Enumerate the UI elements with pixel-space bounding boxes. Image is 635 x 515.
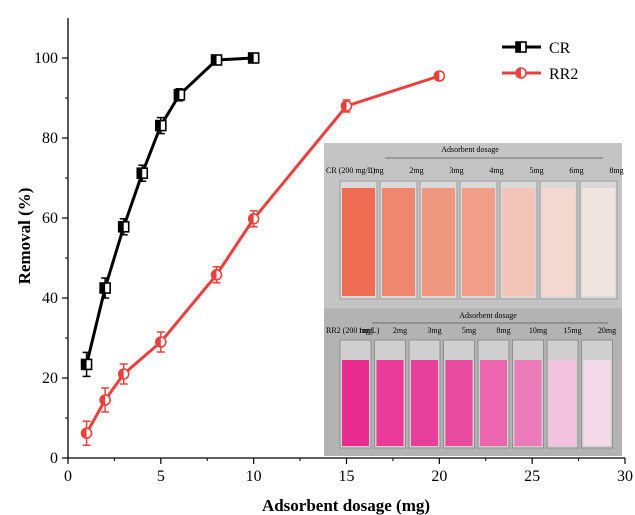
data-point [340, 100, 353, 112]
data-point [117, 368, 130, 380]
photo-top-dose-label: 3mg [449, 166, 463, 175]
marker-fill [341, 101, 347, 111]
marker-fill [137, 168, 143, 179]
marker-fill [174, 89, 180, 100]
x-tick-label: 15 [339, 468, 355, 485]
marker-fill [434, 71, 440, 81]
data-point [433, 70, 446, 82]
axes: 0 5 10 15 20 25 30 0 20 40 60 80 100 [34, 18, 633, 485]
vial-liquid [583, 360, 611, 446]
marker-fill [100, 283, 106, 293]
photo-bottom-dose-label: 2mg [393, 326, 407, 335]
y-axis-title: Removal (%) [15, 188, 34, 285]
x-tick-label: 20 [431, 468, 447, 485]
photo-bottom-dose-label: 20mg [598, 326, 616, 335]
y-tick-label: 60 [42, 210, 58, 227]
data-point [155, 336, 167, 348]
legend-label: CR [549, 40, 571, 57]
marker-fill [248, 53, 254, 63]
photo-bottom-dose-label: 1mg [358, 326, 372, 335]
data-point [515, 67, 527, 79]
y-tick-label: 40 [42, 290, 58, 307]
series-layer [80, 52, 446, 446]
vial-liquid [549, 360, 576, 446]
photo-top-dose-label: 2mg [409, 166, 423, 175]
marker-fill [211, 55, 217, 65]
photo-bottom-dose-label: 15mg [563, 326, 581, 335]
legend: CR RR2 [502, 40, 578, 83]
series-cr [80, 52, 260, 378]
x-tick-label: 25 [524, 468, 540, 485]
vial-liquid [582, 188, 615, 296]
photo-top-dose-label: 1mg [369, 166, 383, 175]
vial-liquid [542, 188, 575, 296]
marker-fill [81, 359, 87, 370]
photo-top-dose-label: 8mg [609, 166, 623, 175]
data-point [80, 358, 93, 371]
photo-bottom-sample-label: RR2 (200 mg/L) [326, 326, 380, 335]
y-tick-label: 0 [50, 450, 58, 467]
marker-fill [155, 337, 161, 347]
marker-fill [211, 269, 217, 280]
data-point [155, 119, 167, 132]
legend-label: RR2 [549, 66, 578, 83]
photo-bottom-dose-label: 8mg [496, 326, 510, 335]
photo-top-header: Adsorbent dosage [441, 145, 499, 154]
marker-fill [248, 213, 254, 224]
vial-liquid [462, 188, 495, 296]
vial-liquid [342, 360, 369, 446]
y-tick-label: 20 [42, 370, 58, 387]
marker-fill [155, 120, 161, 131]
x-tick-label: 5 [157, 468, 165, 485]
x-tick-label: 30 [617, 468, 633, 485]
photo-bottom-dose-label: 10mg [529, 326, 547, 335]
photo-top-dose-label: 6mg [569, 166, 583, 175]
legend-item-rr2: RR2 [502, 66, 578, 83]
x-tick-label: 0 [64, 468, 72, 485]
vial-liquid [382, 188, 415, 296]
photo-top-sample-label: CR (200 mg/L) [326, 166, 376, 175]
marker-fill [516, 68, 521, 78]
vial-liquid [342, 188, 375, 296]
vial-liquid [411, 360, 438, 446]
data-point [99, 282, 111, 294]
data-point [515, 41, 527, 53]
marker-fill [81, 428, 87, 439]
vial-liquid [502, 188, 535, 296]
legend-item-cr: CR [502, 40, 571, 57]
series-line [85, 56, 254, 365]
data-point [136, 167, 149, 179]
data-point [173, 89, 186, 101]
data-point [117, 221, 130, 233]
vial-liquid [422, 188, 455, 296]
photo-bottom-dose-label: 5mg [462, 326, 476, 335]
vial-liquid [376, 360, 404, 446]
series-rr2 [80, 70, 446, 446]
marker-fill [516, 42, 521, 52]
x-axis-title: Adsorbent dosage (mg) [262, 496, 430, 515]
photo-top-dose-label: 5mg [529, 166, 543, 175]
vial-liquid [514, 360, 542, 446]
marker-fill [118, 369, 124, 379]
vial-liquid [445, 360, 473, 446]
data-point [210, 268, 223, 281]
marker-fill [100, 395, 106, 405]
y-tick-label: 100 [34, 50, 58, 67]
photo-top-dose-label: 4mg [489, 166, 503, 175]
marker-fill [118, 221, 124, 232]
data-point [99, 394, 111, 406]
photo-bottom-header: Adsorbent dosage [459, 311, 517, 320]
photo-bottom-dose-label: 3mg [427, 326, 441, 335]
data-point [80, 427, 93, 440]
vial-liquid [480, 360, 507, 446]
x-tick-label: 10 [246, 468, 262, 485]
data-point [210, 54, 223, 66]
data-point [247, 52, 260, 64]
y-tick-label: 80 [42, 130, 58, 147]
data-point [247, 213, 260, 225]
